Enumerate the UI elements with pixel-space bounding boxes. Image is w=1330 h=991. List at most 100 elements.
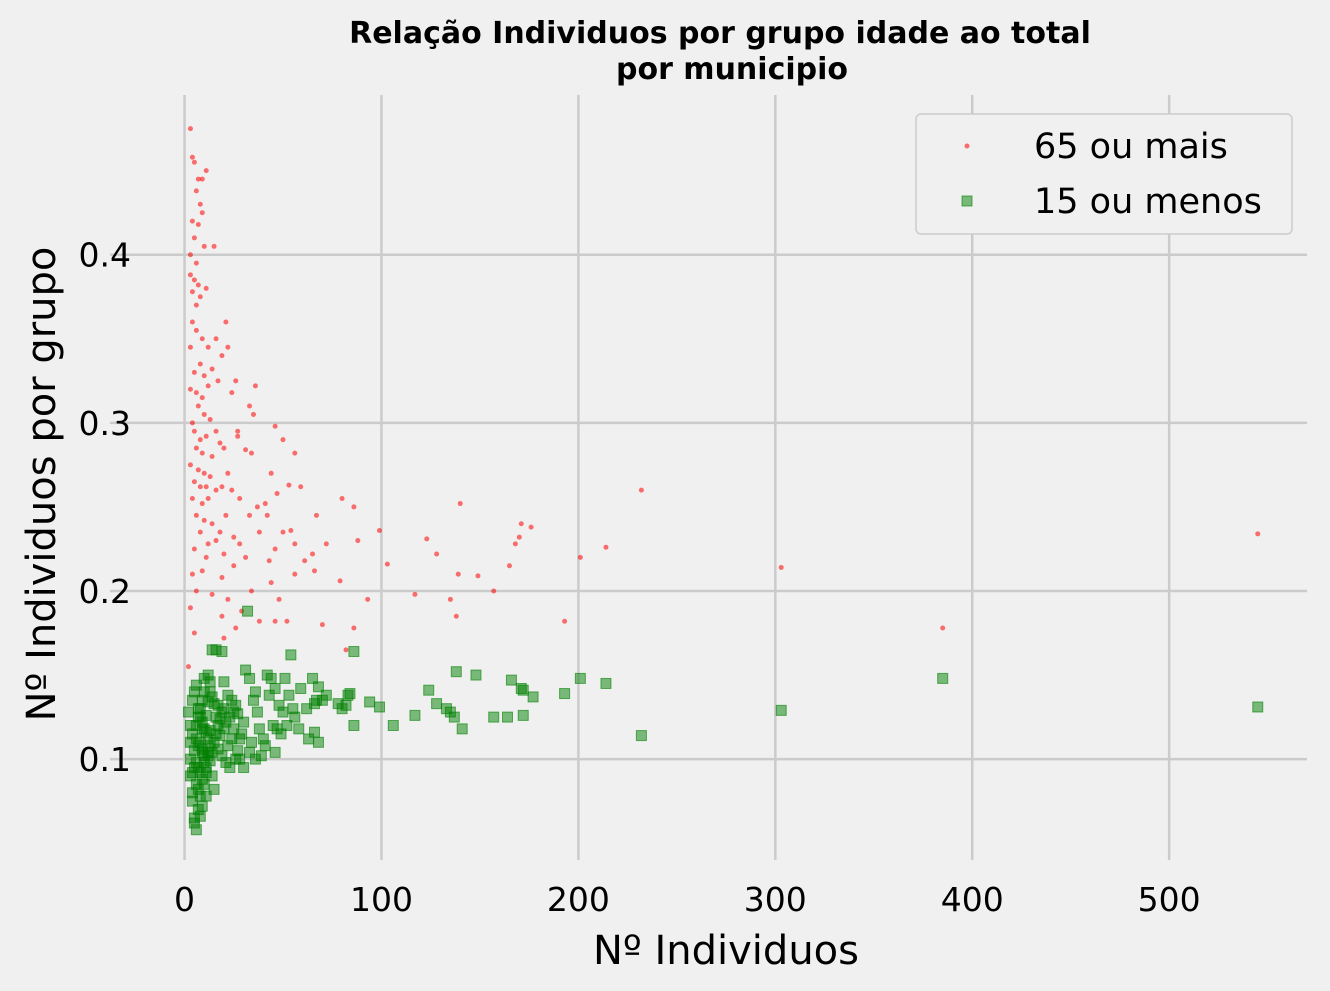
data-point-circle: [365, 597, 370, 602]
y-axis-label: Nº Individuos por grupo: [19, 247, 65, 722]
data-point-circle: [192, 370, 197, 375]
data-point-circle: [351, 504, 356, 509]
x-tick-label: 0: [174, 880, 195, 919]
data-point-circle: [235, 434, 240, 439]
data-point-circle: [194, 446, 199, 451]
data-point-circle: [412, 592, 417, 597]
x-tick-label: 300: [744, 880, 807, 919]
data-point-square: [237, 729, 247, 739]
data-point-circle: [529, 525, 534, 530]
x-axis-label: Nº Individuos: [593, 928, 859, 974]
data-point-circle: [231, 535, 236, 540]
data-point-square: [410, 710, 420, 720]
data-point-circle: [284, 619, 289, 624]
data-point-square: [424, 685, 434, 695]
data-point-circle: [214, 488, 219, 493]
data-point-circle: [273, 546, 278, 551]
data-point-circle: [221, 552, 226, 557]
data-point-circle: [216, 378, 221, 383]
data-point-circle: [204, 286, 209, 291]
data-point-square: [254, 724, 264, 734]
data-point-circle: [233, 378, 238, 383]
data-point-square: [252, 707, 262, 717]
chart-title: Relação Individuos por grupo idade ao to…: [349, 16, 1091, 51]
data-point-circle: [247, 513, 252, 518]
data-point-square: [471, 670, 481, 680]
data-point-circle: [210, 367, 215, 372]
data-point-square: [245, 673, 255, 683]
data-point-circle: [194, 303, 199, 308]
data-point-circle: [288, 528, 293, 533]
data-point-circle: [275, 491, 280, 496]
data-point-circle: [188, 462, 193, 467]
data-point-square: [227, 734, 237, 744]
data-point-circle: [190, 496, 195, 501]
data-point-circle: [269, 471, 274, 476]
legend-label-15-ou-menos: 15 ou menos: [1034, 182, 1262, 222]
data-point-circle: [194, 513, 199, 518]
data-point-square: [489, 712, 499, 722]
data-point-circle: [204, 484, 209, 489]
data-point-square: [636, 731, 646, 741]
data-point-square: [278, 707, 288, 717]
data-point-square: [349, 720, 359, 730]
data-point-circle: [281, 437, 286, 442]
data-point-square: [233, 709, 243, 719]
data-point-square: [284, 690, 294, 700]
y-tick-label: 0.1: [79, 740, 131, 779]
data-point-circle: [214, 336, 219, 341]
data-point-square: [266, 673, 276, 683]
chart-title-line2: por municipio: [616, 52, 848, 87]
data-point-circle: [188, 126, 193, 131]
data-point-circle: [194, 390, 199, 395]
data-point-circle: [219, 484, 224, 489]
data-point-square: [349, 647, 359, 657]
data-point-circle: [204, 434, 209, 439]
legend-marker-65-ou-mais: [965, 144, 970, 149]
data-point-circle: [277, 597, 282, 602]
data-point-square: [451, 667, 461, 677]
data-point-circle: [192, 479, 197, 484]
data-point-circle: [196, 467, 201, 472]
data-point-circle: [265, 513, 270, 518]
data-point-circle: [200, 451, 205, 456]
data-point-circle: [219, 575, 224, 580]
data-point-circle: [202, 518, 207, 523]
data-point-square: [457, 724, 467, 734]
data-point-circle: [208, 474, 213, 479]
y-tick-label: 0.4: [79, 236, 131, 275]
data-point-circle: [229, 488, 234, 493]
data-point-circle: [344, 647, 349, 652]
data-point-circle: [562, 619, 567, 624]
data-point-square: [601, 678, 611, 688]
data-point-circle: [188, 605, 193, 610]
data-point-square: [250, 687, 260, 697]
data-point-circle: [247, 404, 252, 409]
y-tick-label: 0.3: [79, 404, 131, 443]
data-point-circle: [424, 536, 429, 541]
data-point-circle: [249, 588, 254, 593]
data-point-circle: [188, 252, 193, 257]
data-point-square: [195, 737, 205, 747]
data-point-circle: [225, 597, 230, 602]
data-point-square: [280, 673, 290, 683]
data-point-square: [345, 689, 355, 699]
data-point-square: [365, 697, 375, 707]
data-point-square: [776, 705, 786, 715]
data-point-circle: [221, 446, 226, 451]
data-point-circle: [204, 555, 209, 560]
data-point-circle: [196, 222, 201, 227]
data-point-circle: [355, 538, 360, 543]
data-point-square: [290, 712, 300, 722]
data-point-circle: [517, 535, 522, 540]
data-point-circle: [190, 219, 195, 224]
data-point-circle: [210, 521, 215, 526]
data-point-circle: [188, 387, 193, 392]
data-point-circle: [340, 496, 345, 501]
data-point-square: [560, 689, 570, 699]
data-point-circle: [198, 437, 203, 442]
data-point-square: [217, 647, 227, 657]
data-point-circle: [314, 513, 319, 518]
data-point-circle: [434, 552, 439, 557]
data-point-circle: [454, 614, 459, 619]
